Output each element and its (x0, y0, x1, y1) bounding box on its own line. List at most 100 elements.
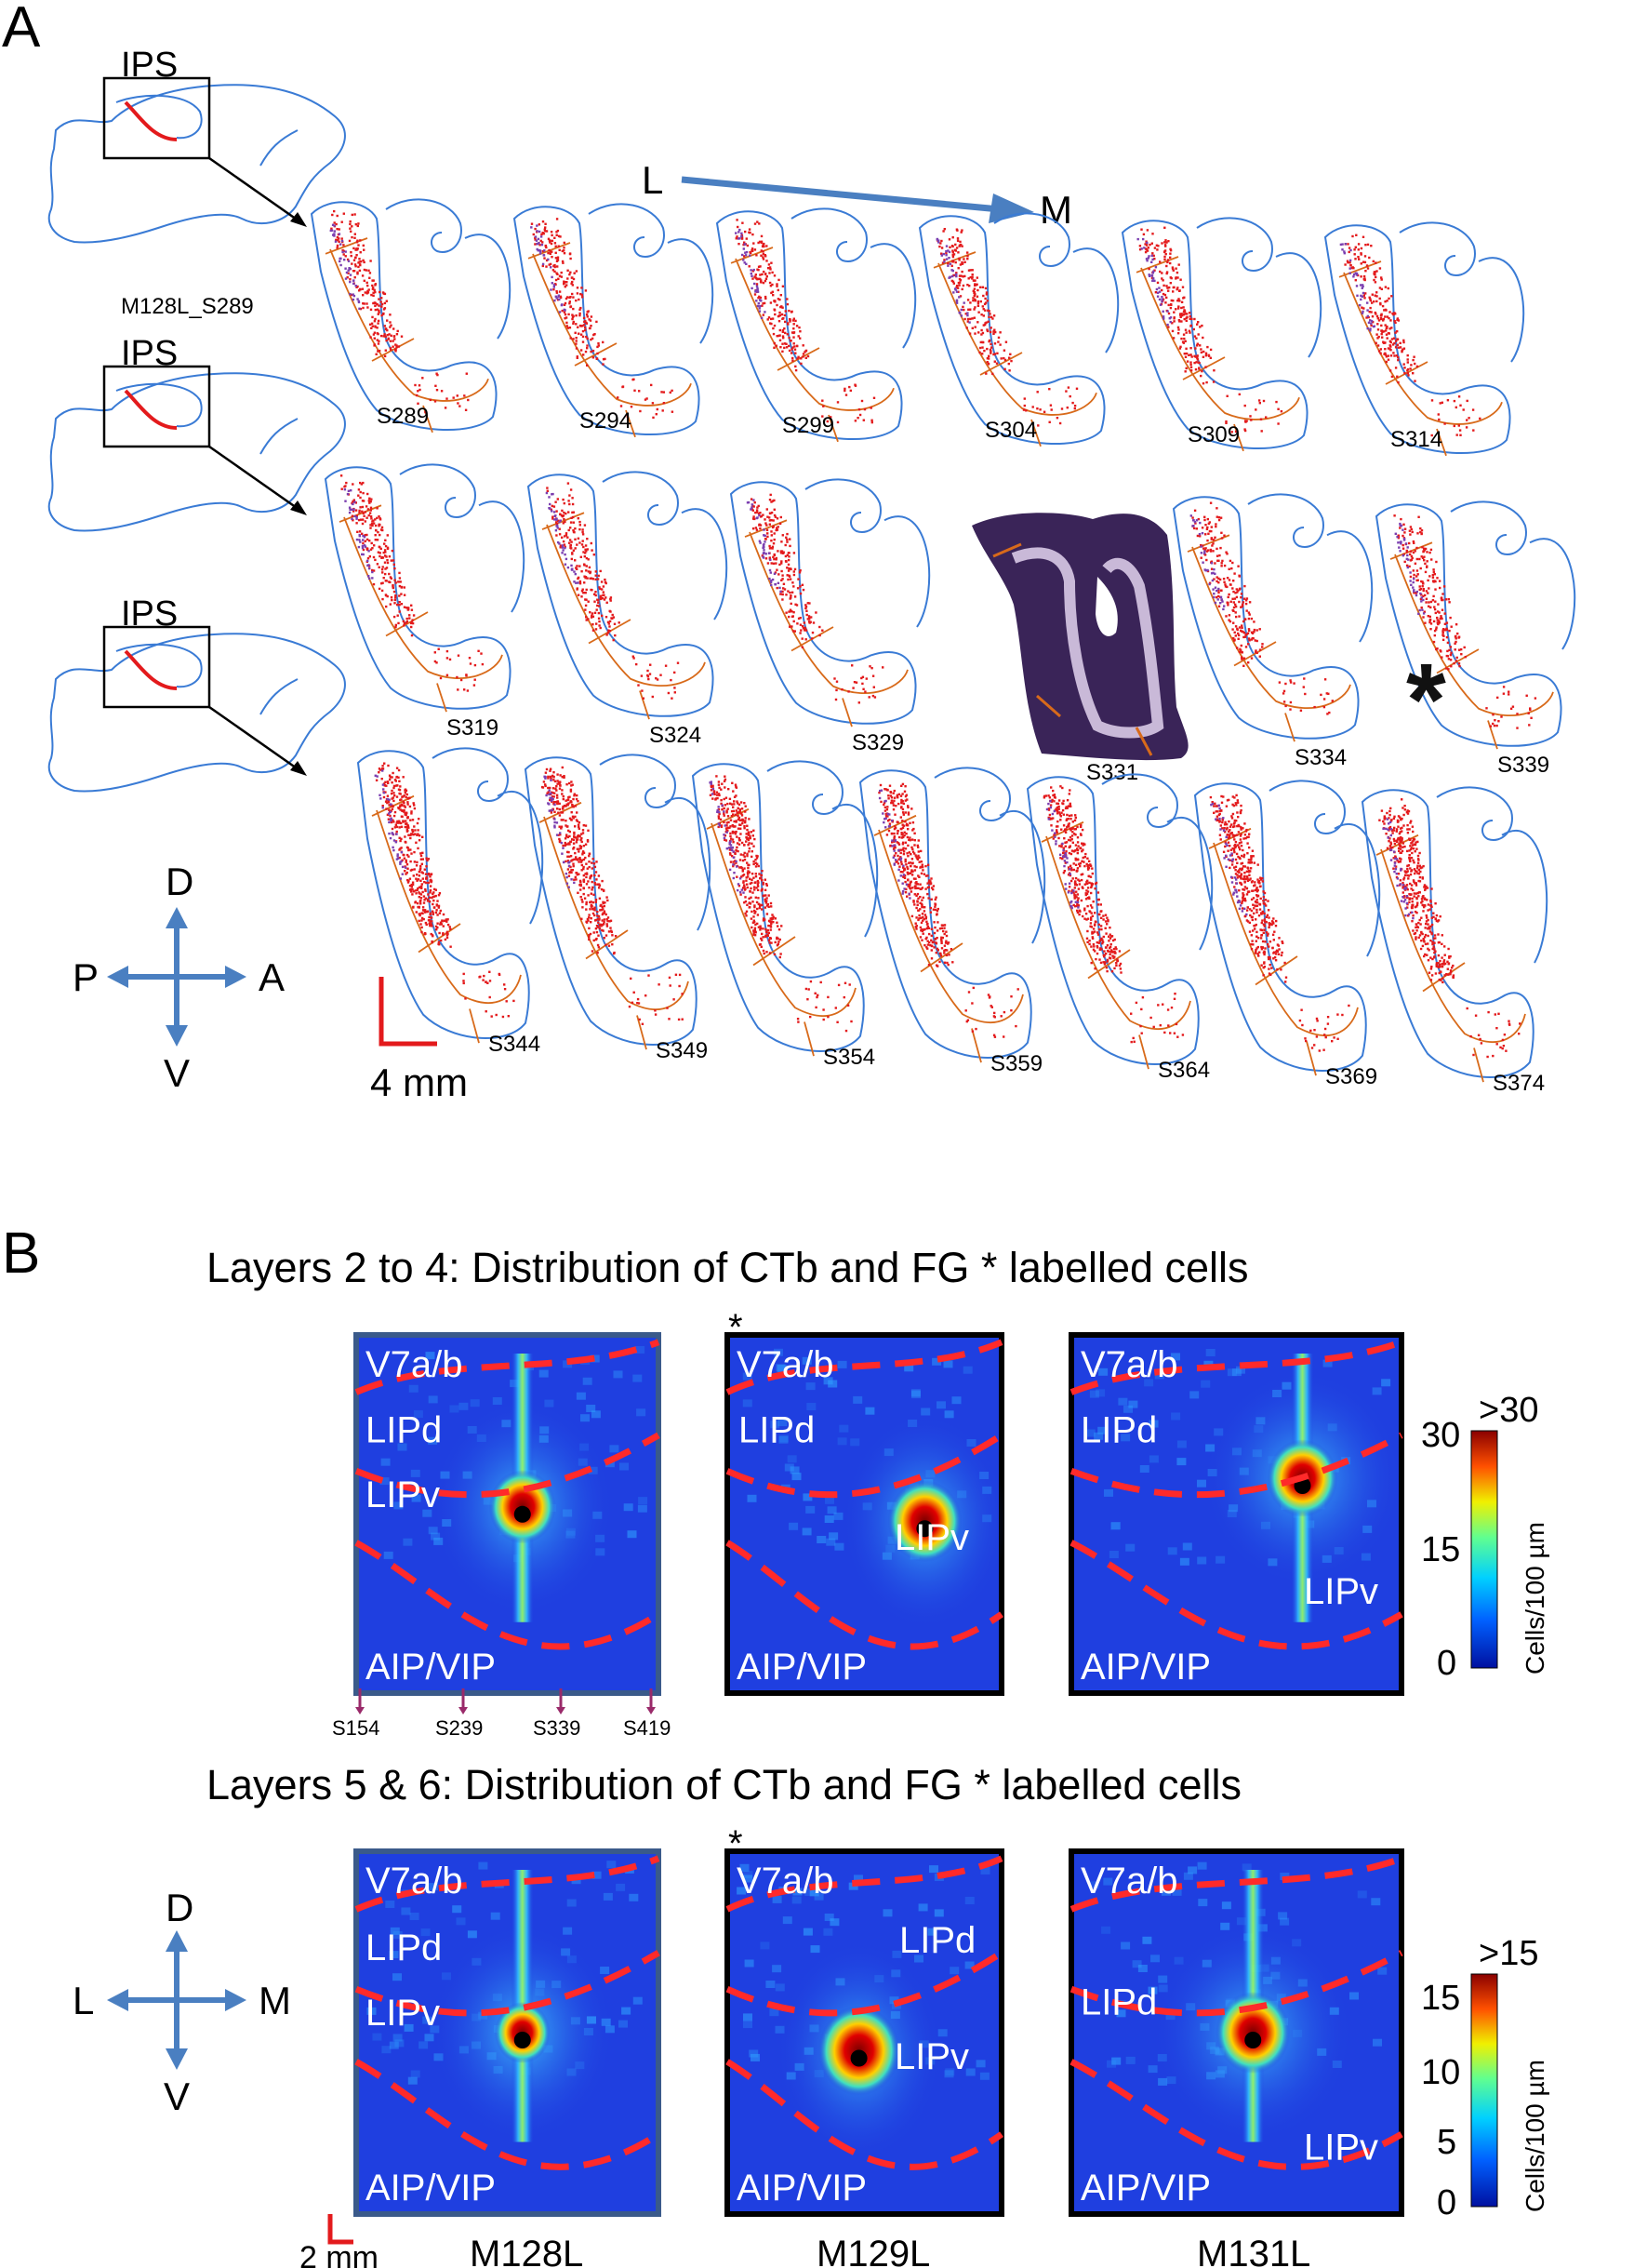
slice-label-s304: S304 (985, 418, 1037, 443)
slice-tick-label: S239 (435, 1716, 483, 1740)
colorbar-top-tick-0: 0 (1437, 1644, 1456, 1683)
slice-label-s294: S294 (579, 408, 631, 434)
title-layers-5-6: Layers 5 & 6: Distribution of CTb and FG… (206, 1761, 1242, 1808)
region-label-lipv: LIPv (1304, 2128, 1378, 2168)
colorbar-top-tick-15: 15 (1421, 1530, 1460, 1569)
slice-label-s359: S359 (990, 1051, 1043, 1076)
area-boundary-2 (725, 1950, 1003, 2017)
slice-ticks: S154 S239 S339 S419 (332, 1688, 671, 1740)
slice-label-s324: S324 (649, 723, 701, 748)
area-boundary-2 (725, 1432, 1003, 1499)
compass-a-ventral: V (164, 1051, 190, 1095)
colorbar-top-unit: Cells/100 µm (1521, 1522, 1549, 1674)
compass-a: D V P A (73, 860, 285, 1095)
arrow-label-medial: M (1040, 188, 1072, 232)
slice-series: S289 S294 S299 S304 S309 S314 S319 S324 S329 S331… (310, 198, 1576, 1096)
region-label-lipd: LIPd (365, 1410, 442, 1451)
region-label-lipd: LIPd (365, 1928, 442, 1968)
area-boundary-3 (725, 2059, 1004, 2170)
brain-overview-1: IPS (47, 46, 346, 244)
region-label-lipd: LIPd (738, 1410, 815, 1451)
compass-a-posterior: P (73, 955, 99, 999)
region-label-aip-vip: AIP/VIP (737, 2168, 867, 2208)
monkey-label-m128l: M128L (470, 2234, 583, 2268)
slice-label-s374: S374 (1493, 1071, 1545, 1096)
slice-label-s331: S331 (1086, 760, 1138, 785)
lateral-medial-arrow: L M (642, 158, 1072, 232)
ips-label-1: IPS (121, 46, 178, 85)
slice-s294: S294 (512, 203, 714, 438)
region-label-v7a-b: V7a/b (737, 1344, 834, 1385)
scale-bar-b: 2 mm (299, 2214, 379, 2268)
density-map-layers-5-6-m129l: V7a/b LIPd LIPv AIP/VIP (724, 1848, 1004, 2217)
slice-s364: S364 (1026, 773, 1214, 1083)
area-boundary-3 (1069, 1540, 1403, 1650)
region-label-lipd: LIPd (1081, 1982, 1157, 2023)
region-label-v7a-b: V7a/b (1081, 1861, 1178, 1901)
slice-label-s329: S329 (852, 730, 904, 755)
colorbar-bottom-max: >15 (1479, 1934, 1538, 1973)
area-boundary-1 (725, 1339, 1003, 1395)
overview-caption: M128L_S289 (121, 294, 254, 319)
region-label-lipv: LIPv (895, 2036, 969, 2077)
slice-label-s319: S319 (446, 715, 498, 740)
colorbar-bottom-tick-0: 0 (1437, 2183, 1456, 2222)
slice-label-s369: S369 (1325, 1064, 1377, 1089)
slice-s319: S319 (324, 463, 525, 740)
region-label-aip-vip: AIP/VIP (737, 1647, 867, 1688)
area-boundary-1 (354, 1855, 660, 1913)
colorbar-top-tick-30: 30 (1421, 1416, 1460, 1455)
slice-s359: S359 (858, 767, 1046, 1076)
area-boundary-2 (354, 1950, 660, 2017)
region-label-aip-vip: AIP/VIP (365, 2168, 496, 2208)
slice-label-s344: S344 (488, 1032, 540, 1057)
scale-bar-a-label: 4 mm (370, 1061, 468, 1104)
slice-s324: S324 (526, 471, 728, 748)
ips-label-3: IPS (121, 594, 178, 634)
region-label-lipv: LIPv (365, 1474, 440, 1515)
panel-b: B Layers 2 to 4: Distribution of CTb and… (2, 1221, 1549, 2268)
region-label-lipv: LIPv (1304, 1571, 1378, 1612)
slice-label-s334: S334 (1295, 745, 1347, 770)
slice-tick-label: S339 (533, 1716, 580, 1740)
colorbar-bottom-tick-10: 10 (1421, 2053, 1460, 2092)
compass-b-medial: M (259, 1979, 291, 2022)
panel-b-letter: B (2, 1221, 40, 1286)
arrow-label-lateral: L (642, 158, 663, 202)
slice-s339: S339 (1375, 500, 1576, 778)
slice-label-s364: S364 (1158, 1058, 1210, 1083)
brain-overview-2: IPS (47, 334, 346, 532)
area-boundary-1 (1069, 1855, 1403, 1913)
slice-s309: S309 (1121, 217, 1322, 452)
region-label-lipv: LIPv (895, 1517, 969, 1558)
monkey-label-m129l: M129L (817, 2234, 930, 2268)
slice-tick-label: S419 (623, 1716, 671, 1740)
area-boundary-3 (354, 2059, 660, 2170)
area-boundary-1 (354, 1339, 660, 1395)
slice-tick-s419: S419 (623, 1688, 671, 1740)
area-boundary-2 (1069, 1950, 1403, 2017)
compass-b-ventral: V (164, 2075, 190, 2118)
slice-s374: S374 (1361, 786, 1548, 1096)
monkey-label-m131l: M131L (1197, 2234, 1310, 2268)
region-label-v7a-b: V7a/b (365, 1344, 463, 1385)
slice-label-s339: S339 (1497, 753, 1549, 778)
area-boundary-1 (1069, 1339, 1403, 1395)
slice-s299: S299 (715, 207, 917, 443)
area-boundary-3 (1069, 2059, 1403, 2170)
slice-label-s309: S309 (1188, 422, 1240, 447)
density-map-layers-2-4-m128l: V7a/b LIPd LIPv AIP/VIP (353, 1332, 661, 1696)
region-label-aip-vip: AIP/VIP (1081, 2168, 1211, 2208)
compass-a-anterior: A (259, 955, 285, 999)
compass-b: D V L M (73, 1886, 291, 2118)
area-boundary-1 (725, 1855, 1003, 1913)
slice-s349: S349 (524, 754, 711, 1063)
ips-label-2: IPS (121, 334, 178, 373)
slice-s354: S354 (691, 760, 879, 1070)
region-label-v7a-b: V7a/b (737, 1861, 834, 1901)
density-map-layers-2-4-m131l: V7a/b LIPd AIP/VIP LIPv (1069, 1332, 1404, 1696)
region-label-v7a-b: V7a/b (1081, 1344, 1178, 1385)
density-map-layers-5-6-m128l: V7a/b LIPd LIPv AIP/VIP (353, 1848, 661, 2217)
